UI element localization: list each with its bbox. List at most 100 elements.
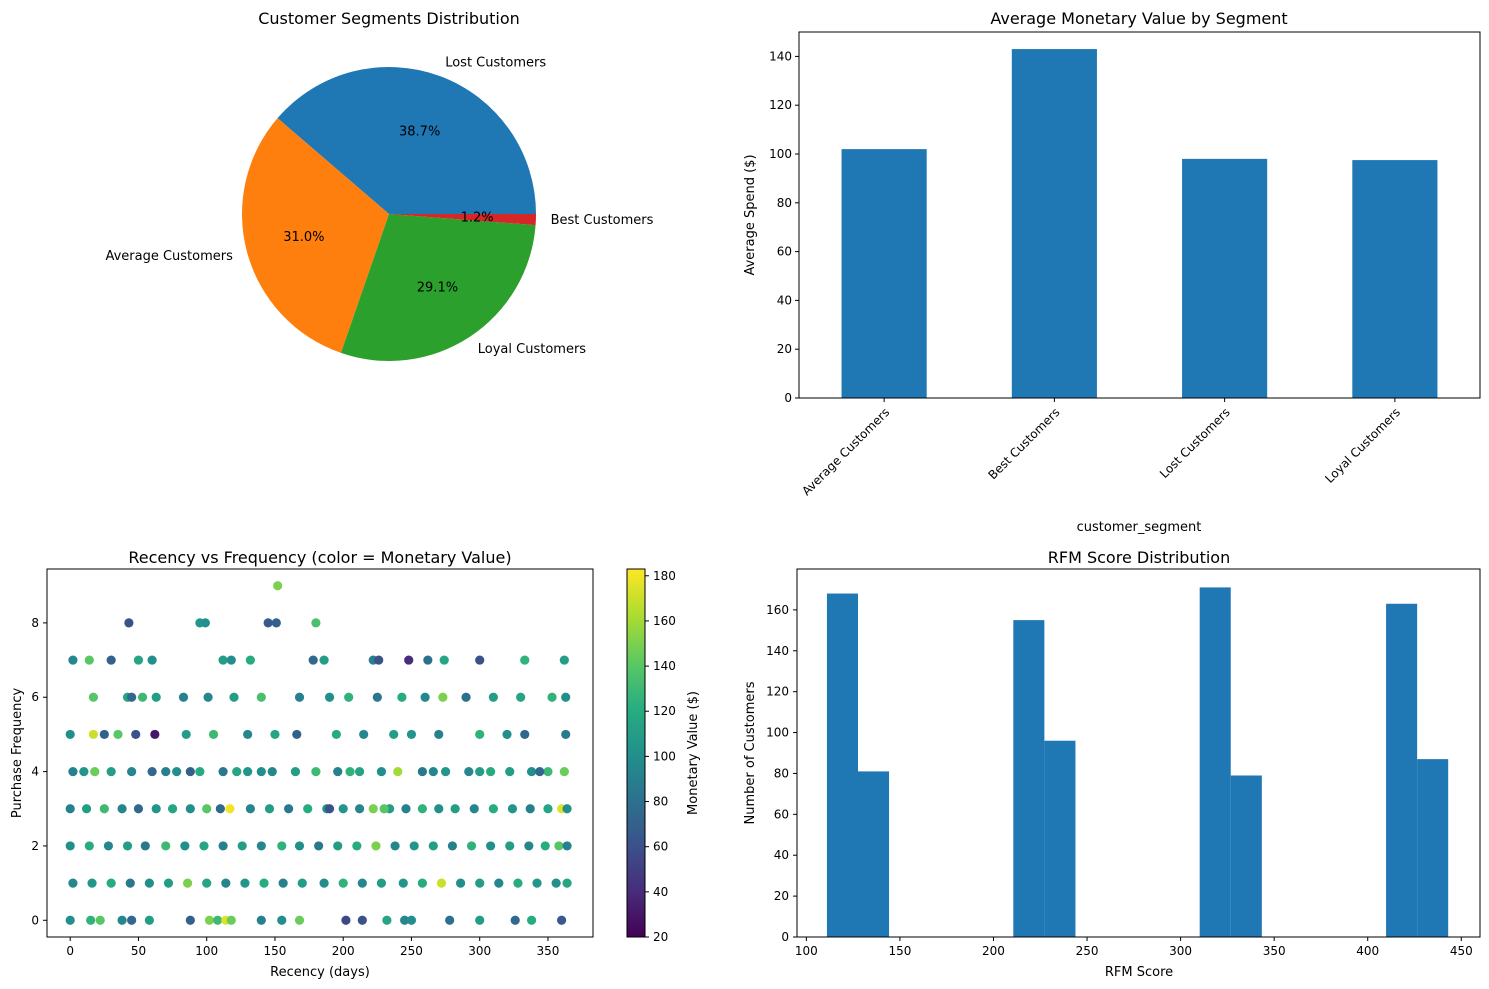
scatter-point — [221, 878, 231, 888]
scatter-point — [199, 841, 209, 851]
scatter-point — [151, 804, 161, 814]
scatter-point — [203, 692, 213, 702]
pie-label-average-customers: Average Customers — [105, 249, 233, 264]
scatter-point — [525, 804, 535, 814]
scatter-point — [127, 692, 137, 702]
scatter-point — [428, 841, 438, 851]
scatter-point — [561, 729, 571, 740]
scatter-point — [84, 655, 94, 665]
scatter-point — [117, 915, 127, 925]
pie-slice-loyal-customers — [340, 214, 536, 361]
scatter-point — [439, 655, 449, 665]
scatter-point — [557, 915, 567, 925]
scatter-point — [505, 841, 515, 851]
scatter-point — [294, 915, 305, 925]
scatter-point — [559, 766, 569, 777]
scatter-point — [345, 766, 355, 777]
scatter-point — [215, 804, 225, 814]
scatter-point — [292, 729, 302, 740]
histogram-bar — [1199, 587, 1231, 937]
scatter-point — [226, 915, 236, 925]
scatter-point — [357, 915, 367, 925]
scatter-point — [311, 766, 321, 777]
scatter-point — [117, 804, 127, 814]
scatter-point — [202, 878, 212, 888]
scatter-point — [140, 841, 150, 851]
scatter-ytick-label: 6 — [31, 690, 39, 704]
histogram-panel: RFM Score Distribution 100 150 200 250 300 35… — [743, 548, 1481, 980]
scatter-point — [147, 766, 157, 777]
scatter-point — [434, 729, 444, 740]
pie-slice-best-customers — [389, 214, 536, 226]
scatter-point — [127, 766, 137, 777]
bar-ytick-label: 100 — [769, 147, 792, 161]
scatter-point — [436, 878, 447, 888]
scatter-point — [245, 655, 255, 665]
scatter-ytick-label: 2 — [31, 839, 39, 853]
scatter-point — [502, 729, 512, 740]
scatter-point — [324, 804, 335, 814]
pie-chart-title: Customer Segments Distribution — [258, 9, 520, 28]
scatter-point — [277, 841, 287, 851]
scatter-point — [488, 692, 498, 702]
histogram-bar — [1044, 740, 1076, 937]
scatter-point — [404, 655, 414, 665]
scatter-point — [99, 729, 109, 740]
histogram-ytick-label: 0 — [781, 930, 789, 944]
scatter-ytick-label: 4 — [31, 765, 39, 779]
scatter-point — [106, 766, 116, 777]
colorbar: 20 40 60 80 100 120 140 160 180 Monetary Value (… — [626, 568, 701, 944]
histogram-ytick-label: 120 — [766, 685, 789, 699]
scatter-point — [125, 878, 135, 888]
scatter-point — [540, 841, 550, 851]
scatter-point — [393, 766, 403, 777]
pie-label-loyal-customers: Loyal Customers — [478, 342, 587, 357]
scatter-xtick-label: 350 — [537, 944, 560, 958]
scatter-point — [409, 841, 419, 851]
scatter-xtick-label: 0 — [66, 944, 74, 958]
scatter-point — [543, 804, 553, 814]
scatter-point — [417, 804, 427, 814]
histogram-frame — [796, 568, 1481, 938]
scatter-point — [90, 766, 100, 777]
scatter-point — [376, 766, 387, 777]
scatter-point — [359, 729, 369, 740]
colorbar-tick-label: 60 — [653, 840, 668, 854]
scatter-point — [122, 841, 133, 851]
histogram-bar — [1013, 620, 1045, 937]
scatter-point — [124, 618, 134, 628]
scatter-ytick-label: 0 — [31, 913, 39, 927]
scatter-point — [178, 692, 189, 702]
colorbar-tick-label: 120 — [653, 704, 676, 718]
bar-ytick-label: 120 — [769, 98, 792, 112]
scatter-point — [229, 692, 239, 702]
bar-xtick-label-average-customers: Average Customers — [799, 405, 892, 498]
scatter-point — [150, 729, 160, 740]
scatter-point — [400, 915, 410, 925]
pie-pct-loyal-customers: 29.1% — [417, 281, 458, 296]
scatter-point — [428, 766, 438, 777]
scatter-chart-title: Recency vs Frequency (color = Monetary V… — [128, 548, 511, 567]
scatter-point — [423, 655, 433, 665]
colorbar-tick-label: 100 — [653, 749, 676, 763]
scatter-chart-xlabel: Recency (days) — [270, 965, 370, 980]
histogram-title: RFM Score Distribution — [1048, 548, 1230, 567]
pie-pct-lost-customers: 38.7% — [399, 124, 440, 139]
scatter-point — [237, 841, 247, 851]
scatter-point — [263, 618, 273, 628]
scatter-point — [464, 766, 474, 777]
scatter-point — [277, 915, 287, 925]
scatter-point — [475, 878, 485, 888]
scatter-xtick-label: 100 — [195, 944, 218, 958]
scatter-point — [319, 655, 329, 665]
scatter-point — [372, 692, 382, 702]
scatter-point — [352, 841, 362, 851]
scatter-point — [87, 878, 97, 888]
scatter-point — [475, 915, 485, 925]
bar-ytick-label: 60 — [777, 245, 792, 259]
scatter-point — [294, 692, 305, 702]
bar-chart-panel: Average Monetary Value by Segment Averag… — [743, 9, 1481, 535]
scatter-point — [561, 692, 571, 702]
scatter-point — [526, 766, 537, 777]
